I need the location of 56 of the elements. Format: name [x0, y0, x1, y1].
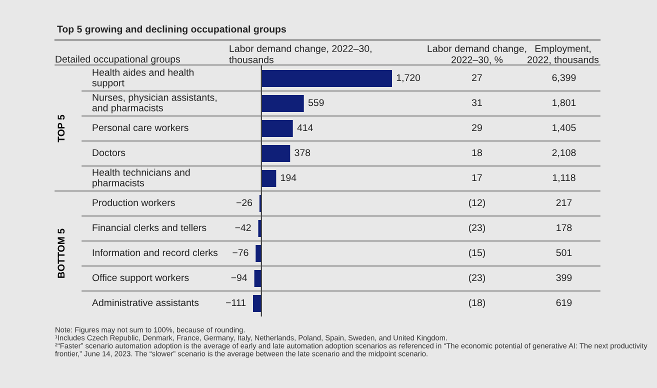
y-tick-label: Information and record clerks	[92, 248, 218, 256]
text: 1,405	[552, 124, 576, 132]
bar	[254, 270, 262, 287]
bar	[261, 70, 392, 87]
y-tick-label: Production workers	[92, 198, 175, 206]
y-tick-label: Health technicians and pharmacists	[92, 168, 190, 188]
x-axis-title: Labor demand change, 2022–30, thousands	[229, 44, 372, 64]
text: (18)	[468, 298, 486, 308]
y-tick-label: Doctors	[92, 149, 126, 156]
y-tick-label: Health aides and health support	[92, 68, 194, 88]
data-label: 559	[308, 99, 324, 106]
data-label: −94	[231, 274, 248, 282]
text: TOP 5	[58, 114, 65, 142]
text: 31	[472, 99, 482, 106]
data-label: −111	[226, 299, 246, 306]
text: 178	[556, 224, 572, 232]
data-label: −42	[235, 224, 251, 232]
text: 27	[472, 74, 482, 82]
text: Top 5 growing and declining occupational groups	[57, 25, 286, 35]
data-label: −26	[236, 199, 252, 206]
data-label: −76	[232, 249, 248, 256]
text: 619	[556, 299, 572, 306]
y-tick-label: Administrative assistants	[92, 298, 199, 306]
data-label: 414	[297, 124, 313, 132]
text: 29	[472, 124, 482, 132]
y-tick-label: Financial clerks and tellers	[92, 224, 206, 232]
text: (12)	[468, 198, 486, 208]
text: 399	[556, 274, 572, 282]
y-tick-label: Personal care workers	[92, 124, 188, 132]
text: 6,399	[552, 74, 576, 82]
bar	[256, 245, 262, 262]
text: 1,118	[552, 174, 576, 182]
text: 217	[556, 199, 572, 206]
data-label: 378	[294, 149, 310, 156]
bar	[253, 295, 262, 312]
text: 1,801	[552, 99, 576, 108]
text: BOTTOM 5	[58, 228, 65, 278]
bar	[261, 145, 290, 162]
text: 2,108	[552, 149, 576, 158]
bar	[261, 170, 276, 187]
bar	[261, 120, 293, 137]
y-tick-label: Office support workers	[92, 274, 189, 284]
bar	[258, 220, 262, 237]
text: 18	[472, 149, 482, 156]
text: 501	[556, 249, 572, 256]
y-tick-label: Nurses, physician assistants, and pharmacists	[92, 94, 216, 114]
data-label: 194	[281, 174, 296, 182]
text: Employment, 2022, thousands	[528, 44, 599, 64]
text: (15)	[468, 248, 486, 258]
text: (23)	[468, 274, 486, 284]
text: Labor demand change, 2022–30, %	[428, 44, 526, 64]
text: 17	[472, 174, 482, 182]
text: Detailed occupational groups	[56, 55, 180, 65]
data-label: 1,720	[396, 74, 420, 82]
bar	[261, 95, 304, 112]
text: (23)	[468, 224, 486, 234]
